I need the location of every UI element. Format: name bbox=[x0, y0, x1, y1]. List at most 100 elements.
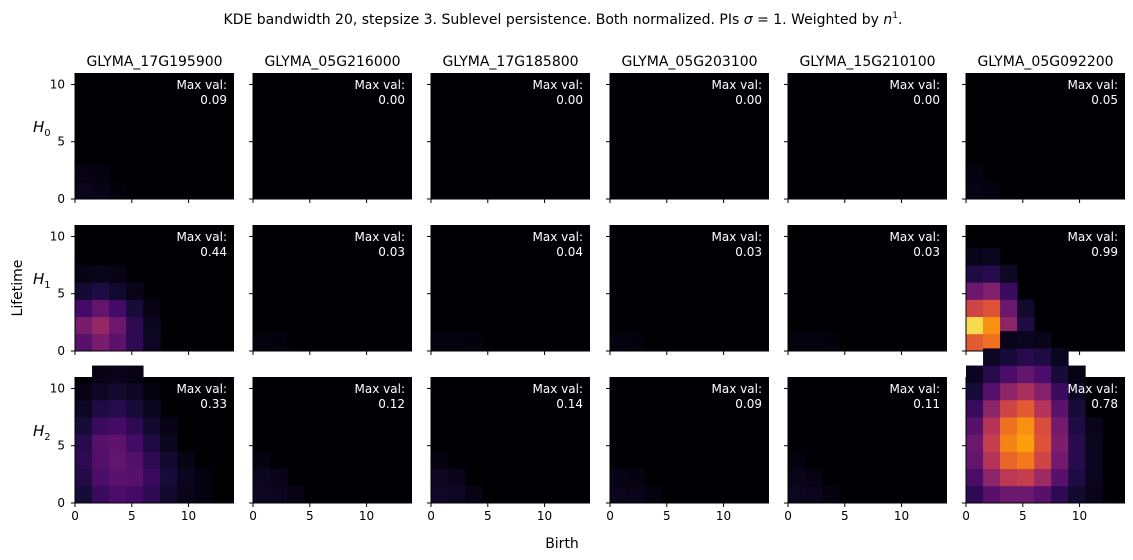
max-val-value: 0.14 bbox=[556, 397, 583, 411]
panel-h1-6: Max val:0.99 bbox=[962, 225, 1125, 355]
heatmap-cell bbox=[1034, 434, 1052, 452]
heatmap-cell bbox=[966, 247, 984, 266]
heatmap-cell bbox=[627, 468, 645, 487]
panel-h2-4: Max val:0.09 0 5 10 bbox=[606, 377, 769, 523]
heatmap-cell bbox=[126, 417, 144, 435]
heatmap-cell bbox=[966, 451, 984, 470]
heatmap-cell bbox=[1000, 348, 1018, 366]
heatmap-cell bbox=[966, 181, 984, 200]
heatmap-cell bbox=[983, 434, 1001, 452]
y-tick-label: 10 bbox=[50, 229, 65, 243]
panel-h1-2: Max val:0.03 bbox=[249, 225, 412, 355]
panel-h1-1: Max val:0.44 0 5 10 bbox=[50, 225, 234, 358]
heatmap-cell bbox=[92, 451, 110, 470]
panel-background bbox=[431, 225, 590, 351]
heatmap-cell bbox=[160, 468, 178, 487]
panel-background bbox=[788, 73, 947, 199]
heatmap-cell bbox=[983, 382, 1001, 401]
panel-h1-5: Max val:0.03 bbox=[784, 225, 947, 355]
y-tick-label: 10 bbox=[50, 381, 65, 395]
heatmap-cell bbox=[431, 333, 449, 352]
heatmap-cell bbox=[788, 468, 806, 487]
heatmap-cell bbox=[1085, 417, 1103, 435]
max-val-value: 0.03 bbox=[735, 245, 762, 259]
heatmap-cell bbox=[788, 451, 806, 470]
heatmap-cell bbox=[75, 451, 93, 470]
heatmap-cell bbox=[966, 485, 984, 504]
heatmap-cell bbox=[143, 434, 161, 452]
heatmap-cell bbox=[966, 164, 984, 183]
heatmap-cell bbox=[983, 399, 1001, 418]
heatmap-cell bbox=[92, 468, 110, 487]
heatmap-cell bbox=[1017, 316, 1035, 335]
heatmap-cell bbox=[1051, 417, 1069, 435]
heatmap-cell bbox=[75, 299, 93, 318]
panel-h2-2: Max val:0.12 0 5 10 bbox=[249, 377, 412, 523]
heatmap-cell bbox=[431, 468, 449, 487]
panel-background bbox=[253, 225, 412, 351]
heatmap-cell bbox=[126, 434, 144, 452]
max-val-label: Max val: bbox=[533, 230, 583, 244]
heatmap-cell bbox=[75, 382, 93, 401]
max-val-value: 0.05 bbox=[1091, 93, 1118, 107]
heatmap-cell bbox=[270, 485, 288, 504]
heatmap-cell bbox=[1068, 399, 1086, 418]
max-val-value: 0.03 bbox=[913, 245, 940, 259]
x-tick-label: 0 bbox=[427, 509, 435, 523]
heatmap-cell bbox=[92, 299, 110, 318]
heatmap-cell bbox=[966, 282, 984, 300]
x-tick-label: 10 bbox=[716, 509, 731, 523]
panel-grid: GLYMA_17G195900 GLYMA_05G216000 GLYMA_17G1… bbox=[33, 54, 1125, 523]
heatmap-cell bbox=[627, 485, 645, 504]
x-tick-label: 0 bbox=[71, 509, 79, 523]
heatmap-cell bbox=[1017, 417, 1035, 435]
heatmap-cell bbox=[160, 451, 178, 470]
heatmap-cell bbox=[983, 417, 1001, 435]
heatmap-cell bbox=[1034, 468, 1052, 487]
max-val-value: 0.44 bbox=[200, 245, 227, 259]
max-val-label: Max val: bbox=[890, 382, 940, 396]
panel-h0-3: Max val:0.00 bbox=[427, 73, 590, 203]
heatmap-cell bbox=[448, 333, 466, 352]
heatmap-cell bbox=[75, 164, 93, 183]
heatmap-cell bbox=[253, 468, 271, 487]
heatmap-cell bbox=[610, 333, 628, 352]
heatmap-cell bbox=[75, 399, 93, 418]
heatmap-cell bbox=[126, 451, 144, 470]
panel-h1-3: Max val:0.04 bbox=[427, 225, 590, 355]
heatmap-cell bbox=[1000, 299, 1018, 318]
heatmap-cell bbox=[75, 316, 93, 335]
heatmap-cell bbox=[1000, 282, 1018, 300]
heatmap-cell bbox=[109, 365, 127, 384]
heatmap-cell bbox=[805, 485, 823, 504]
heatmap-cell bbox=[1051, 365, 1069, 384]
heatmap-cell bbox=[126, 485, 144, 504]
heatmap-cell bbox=[109, 451, 127, 470]
panel-h0-2: Max val:0.00 bbox=[249, 73, 412, 203]
heatmap-cell bbox=[92, 316, 110, 335]
max-val-value: 0.09 bbox=[735, 397, 762, 411]
max-val-label: Max val: bbox=[1068, 78, 1118, 92]
heatmap-cell bbox=[126, 282, 144, 300]
max-val-label: Max val: bbox=[533, 382, 583, 396]
heatmap-cell bbox=[126, 365, 144, 384]
x-tick-label: 5 bbox=[484, 509, 492, 523]
max-val-label: Max val: bbox=[355, 78, 405, 92]
panel-background bbox=[788, 225, 947, 351]
heatmap-cell bbox=[431, 451, 449, 470]
heatmap-cell bbox=[983, 247, 1001, 266]
heatmap-cell bbox=[270, 333, 288, 352]
panel-h0-6: Max val:0.05 bbox=[962, 73, 1125, 203]
heatmap-cell bbox=[92, 399, 110, 418]
panel-background bbox=[966, 73, 1125, 199]
panel-h1-4: Max val:0.03 bbox=[606, 225, 769, 355]
max-val-label: Max val: bbox=[1068, 382, 1118, 396]
heatmap-cell bbox=[1000, 417, 1018, 435]
heatmap-cell bbox=[1017, 399, 1035, 418]
heatmap-cell bbox=[194, 485, 212, 504]
heatmap-cell bbox=[126, 382, 144, 401]
max-val-label: Max val: bbox=[177, 230, 227, 244]
panel-h2-5: Max val:0.11 0 5 10 bbox=[784, 377, 947, 523]
heatmap-cell bbox=[143, 299, 161, 318]
heatmap-cell bbox=[1000, 434, 1018, 452]
